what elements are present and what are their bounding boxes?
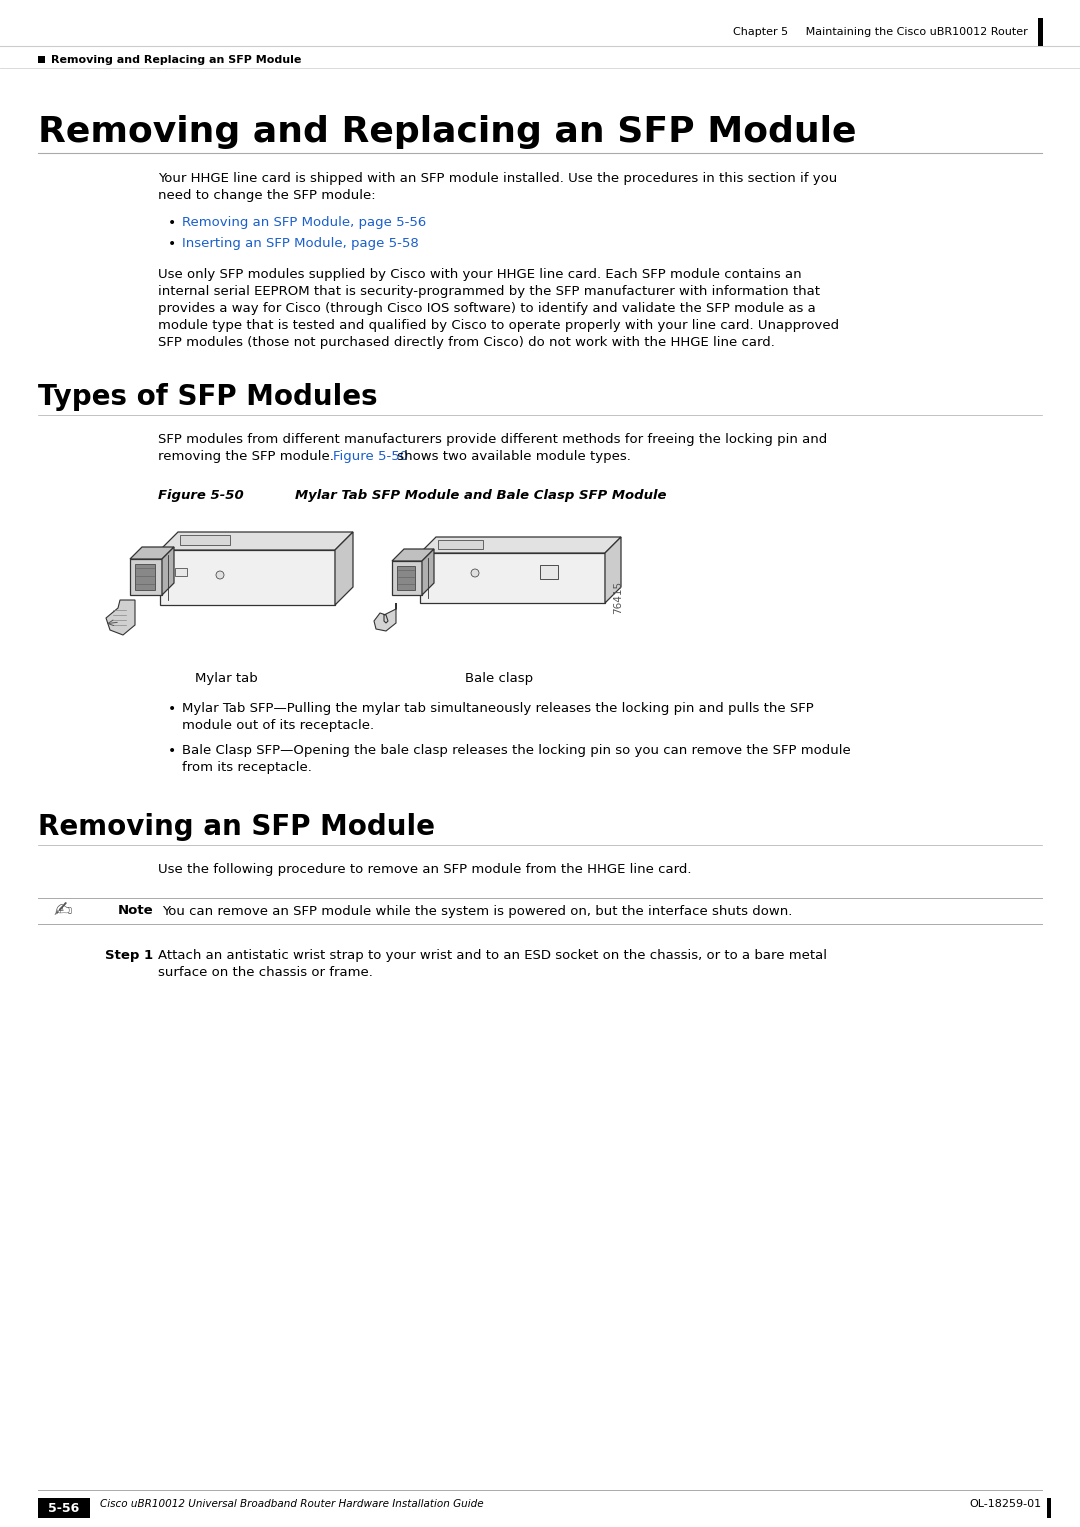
Text: need to change the SFP module:: need to change the SFP module: — [158, 189, 376, 202]
Text: Removing and Replacing an SFP Module: Removing and Replacing an SFP Module — [51, 55, 301, 66]
Polygon shape — [335, 531, 353, 605]
Polygon shape — [160, 531, 353, 550]
Text: •: • — [168, 215, 176, 231]
Polygon shape — [374, 603, 396, 631]
Text: module type that is tested and qualified by Cisco to operate properly with your : module type that is tested and qualified… — [158, 319, 839, 331]
Text: SFP modules from different manufacturers provide different methods for freeing t: SFP modules from different manufacturers… — [158, 434, 827, 446]
Bar — [175, 568, 187, 576]
Text: 5-56: 5-56 — [49, 1501, 80, 1515]
Bar — [135, 563, 156, 589]
Polygon shape — [130, 559, 162, 596]
Text: shows two available module types.: shows two available module types. — [393, 450, 631, 463]
Text: Removing and Replacing an SFP Module: Removing and Replacing an SFP Module — [38, 115, 856, 150]
Circle shape — [216, 571, 224, 579]
Text: Note: Note — [118, 904, 153, 918]
Text: Mylar tab: Mylar tab — [195, 672, 258, 686]
Text: Figure 5-50: Figure 5-50 — [158, 489, 244, 502]
Bar — [1047, 1498, 1051, 1518]
Circle shape — [471, 570, 480, 577]
Text: Mylar Tab SFP Module and Bale Clasp SFP Module: Mylar Tab SFP Module and Bale Clasp SFP … — [258, 489, 666, 502]
Polygon shape — [160, 550, 335, 605]
Polygon shape — [392, 560, 422, 596]
Polygon shape — [422, 550, 434, 596]
Text: surface on the chassis or frame.: surface on the chassis or frame. — [158, 967, 373, 979]
Text: Your HHGE line card is shipped with an SFP module installed. Use the procedures : Your HHGE line card is shipped with an S… — [158, 173, 837, 185]
Text: internal serial EEPROM that is security-programmed by the SFP manufacturer with : internal serial EEPROM that is security-… — [158, 286, 820, 298]
Text: Use only SFP modules supplied by Cisco with your HHGE line card. Each SFP module: Use only SFP modules supplied by Cisco w… — [158, 269, 801, 281]
Text: module out of its receptacle.: module out of its receptacle. — [183, 719, 374, 731]
Text: OL-18259-01: OL-18259-01 — [970, 1500, 1042, 1509]
Polygon shape — [420, 538, 621, 553]
Text: Inserting an SFP Module, page 5-58: Inserting an SFP Module, page 5-58 — [183, 237, 419, 250]
Text: Bale Clasp SFP—Opening the bale clasp releases the locking pin so you can remove: Bale Clasp SFP—Opening the bale clasp re… — [183, 744, 851, 757]
Polygon shape — [605, 538, 621, 603]
Text: provides a way for Cisco (through Cisco IOS software) to identify and validate t: provides a way for Cisco (through Cisco … — [158, 302, 815, 315]
Text: Chapter 5     Maintaining the Cisco uBR10012 Router: Chapter 5 Maintaining the Cisco uBR10012… — [733, 27, 1028, 37]
Text: Figure 5-50: Figure 5-50 — [333, 450, 408, 463]
Text: removing the SFP module.: removing the SFP module. — [158, 450, 338, 463]
Bar — [438, 541, 483, 550]
Text: •: • — [168, 744, 176, 757]
Text: Use the following procedure to remove an SFP module from the HHGE line card.: Use the following procedure to remove an… — [158, 863, 691, 876]
Bar — [540, 565, 558, 579]
Text: Bale clasp: Bale clasp — [465, 672, 534, 686]
Text: Attach an antistatic wrist strap to your wrist and to an ESD socket on the chass: Attach an antistatic wrist strap to your… — [158, 948, 827, 962]
Text: Types of SFP Modules: Types of SFP Modules — [38, 383, 378, 411]
Text: Removing an SFP Module: Removing an SFP Module — [38, 812, 435, 841]
Text: ✍: ✍ — [54, 901, 72, 921]
Bar — [38, 1498, 90, 1518]
Text: •: • — [168, 237, 176, 250]
Polygon shape — [392, 550, 434, 560]
Polygon shape — [420, 553, 605, 603]
Text: 76415: 76415 — [613, 580, 623, 614]
Text: Step 1: Step 1 — [105, 948, 153, 962]
Text: Mylar Tab SFP—Pulling the mylar tab simultaneously releases the locking pin and : Mylar Tab SFP—Pulling the mylar tab simu… — [183, 702, 813, 715]
Bar — [180, 534, 230, 545]
Bar — [38, 56, 45, 63]
Text: Cisco uBR10012 Universal Broadband Router Hardware Installation Guide: Cisco uBR10012 Universal Broadband Route… — [100, 1500, 484, 1509]
Bar — [397, 567, 415, 589]
Bar — [1038, 18, 1043, 46]
Polygon shape — [162, 547, 174, 596]
Text: SFP modules (those not purchased directly from Cisco) do not work with the HHGE : SFP modules (those not purchased directl… — [158, 336, 774, 350]
Polygon shape — [106, 600, 135, 635]
Text: from its receptacle.: from its receptacle. — [183, 760, 312, 774]
Text: You can remove an SFP module while the system is powered on, but the interface s: You can remove an SFP module while the s… — [162, 904, 793, 918]
Polygon shape — [130, 547, 174, 559]
Text: •: • — [168, 702, 176, 716]
Text: Removing an SFP Module, page 5-56: Removing an SFP Module, page 5-56 — [183, 215, 427, 229]
